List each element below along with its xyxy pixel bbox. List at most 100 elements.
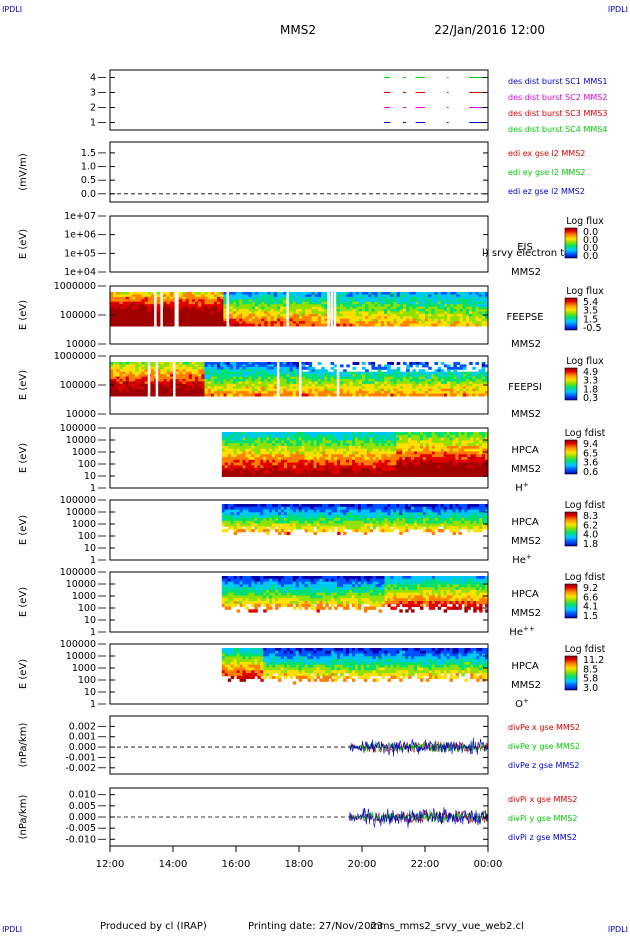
y-tick-label: 0.0 [81, 189, 96, 200]
heatmap-cell [358, 474, 361, 477]
heatmap-cell [337, 324, 341, 327]
panel-frame [110, 70, 488, 130]
y-tick-label: 4 [90, 73, 96, 84]
instrument-label: FEEPSE [506, 312, 543, 323]
heatmap-cell [414, 474, 417, 477]
heatmap-cell [283, 324, 287, 327]
legend-entry: edi ex gse l2 MMS2 [508, 149, 585, 158]
heatmap-cell [450, 367, 454, 370]
heatmap-cell [316, 474, 319, 477]
heatmap-cell [280, 324, 284, 327]
heatmap-cell [476, 474, 479, 477]
heatmap-cell [255, 394, 259, 397]
data-gap [327, 286, 330, 344]
heatmap-cell [346, 324, 350, 327]
heatmap-cell [384, 367, 388, 370]
heatmap-cell [419, 394, 423, 397]
heatmap-cell [240, 474, 243, 477]
heatmap-cell [142, 394, 146, 397]
heatmap-cell [138, 324, 142, 327]
heatmap-cell [349, 394, 353, 397]
y-tick-label: 0.5 [81, 175, 96, 186]
y-tick-label: 10000 [66, 409, 96, 420]
colorbar-tick-label: 0.6 [583, 467, 598, 478]
heatmap-cell [399, 474, 402, 477]
heatmap-cell [400, 394, 404, 397]
heatmap-cell [428, 324, 432, 327]
heatmap-cell [466, 394, 470, 397]
heatmap-cell [463, 367, 467, 370]
heatmap-cell [457, 324, 461, 327]
heatmap-cell [119, 324, 123, 327]
y-tick-label: 1000000 [54, 281, 96, 292]
heatmap-cell [264, 324, 268, 327]
heatmap-cell [296, 324, 300, 327]
heatmap-cell [230, 394, 234, 397]
heatmap-cell [318, 362, 322, 365]
heatmap-cell [299, 324, 303, 327]
heatmap-feepsi [110, 356, 489, 414]
heatmap-cell [408, 474, 411, 477]
heatmap-cell [239, 324, 243, 327]
heatmap-cell [302, 367, 306, 370]
heatmap-cell [116, 324, 120, 327]
heatmap-cell [299, 474, 302, 477]
heatmap-cell [426, 474, 429, 477]
heatmap-cell [208, 324, 212, 327]
heatmap-cell [254, 526, 257, 529]
heatmap-cell [422, 324, 426, 327]
heatmap-cell [284, 474, 287, 477]
colorbar-title: Log flux [566, 356, 604, 367]
heatmap-cell [411, 474, 414, 477]
heatmap-cell [208, 394, 212, 397]
heatmap-cell [362, 324, 366, 327]
heatmap-cell [214, 324, 218, 327]
heatmap-cell [135, 324, 139, 327]
heatmap-cell [429, 474, 432, 477]
heatmap-cell [225, 523, 228, 526]
colorbar-tick-label: -0.5 [583, 323, 602, 334]
heatmap-cell [132, 394, 136, 397]
heatmap-cell [381, 324, 385, 327]
heatmap-cell [460, 324, 464, 327]
heatmap-cell [367, 474, 370, 477]
heatmap-cell [334, 364, 338, 367]
heatmap-cell [353, 394, 357, 397]
heatmap-cell [251, 529, 254, 532]
spacecraft-label: MMS2 [511, 464, 541, 475]
heatmap-cell [482, 324, 486, 327]
heatmap-cell [324, 324, 328, 327]
heatmap-cell [217, 394, 221, 397]
heatmap-cell [466, 324, 470, 327]
heatmap-cell [365, 324, 369, 327]
heatmap-cell [475, 394, 479, 397]
heatmap-cell [331, 474, 334, 477]
heatmap-cell [308, 324, 312, 327]
heatmap-cell [148, 324, 152, 327]
data-gap [160, 286, 163, 344]
heatmap-cell [425, 324, 429, 327]
heatmap-cell [132, 324, 136, 327]
footer-printing-date: Printing date: 27/Nov/2023 [248, 921, 383, 932]
heatmap-cell [182, 324, 186, 327]
heatmap-cell [343, 394, 347, 397]
heatmap-cell [432, 474, 435, 477]
heatmap-cell [257, 474, 260, 477]
heatmap-cell [233, 324, 237, 327]
y-tick-label: 1 [90, 118, 96, 129]
heatmap-cell [167, 394, 171, 397]
heatmap-cell [403, 324, 407, 327]
heatmap-cell [252, 324, 256, 327]
heatmap-cell [308, 394, 312, 397]
panel-frame [110, 142, 488, 202]
heatmap-cell [353, 367, 357, 370]
y-tick-label: 1 [90, 483, 96, 494]
heatmap-cell [362, 362, 366, 365]
heatmap-cell [195, 394, 199, 397]
heatmap-cell [378, 324, 382, 327]
y-tick-label: 1.0 [81, 162, 96, 173]
data-gap [286, 286, 289, 344]
heatmap-cell [278, 474, 281, 477]
